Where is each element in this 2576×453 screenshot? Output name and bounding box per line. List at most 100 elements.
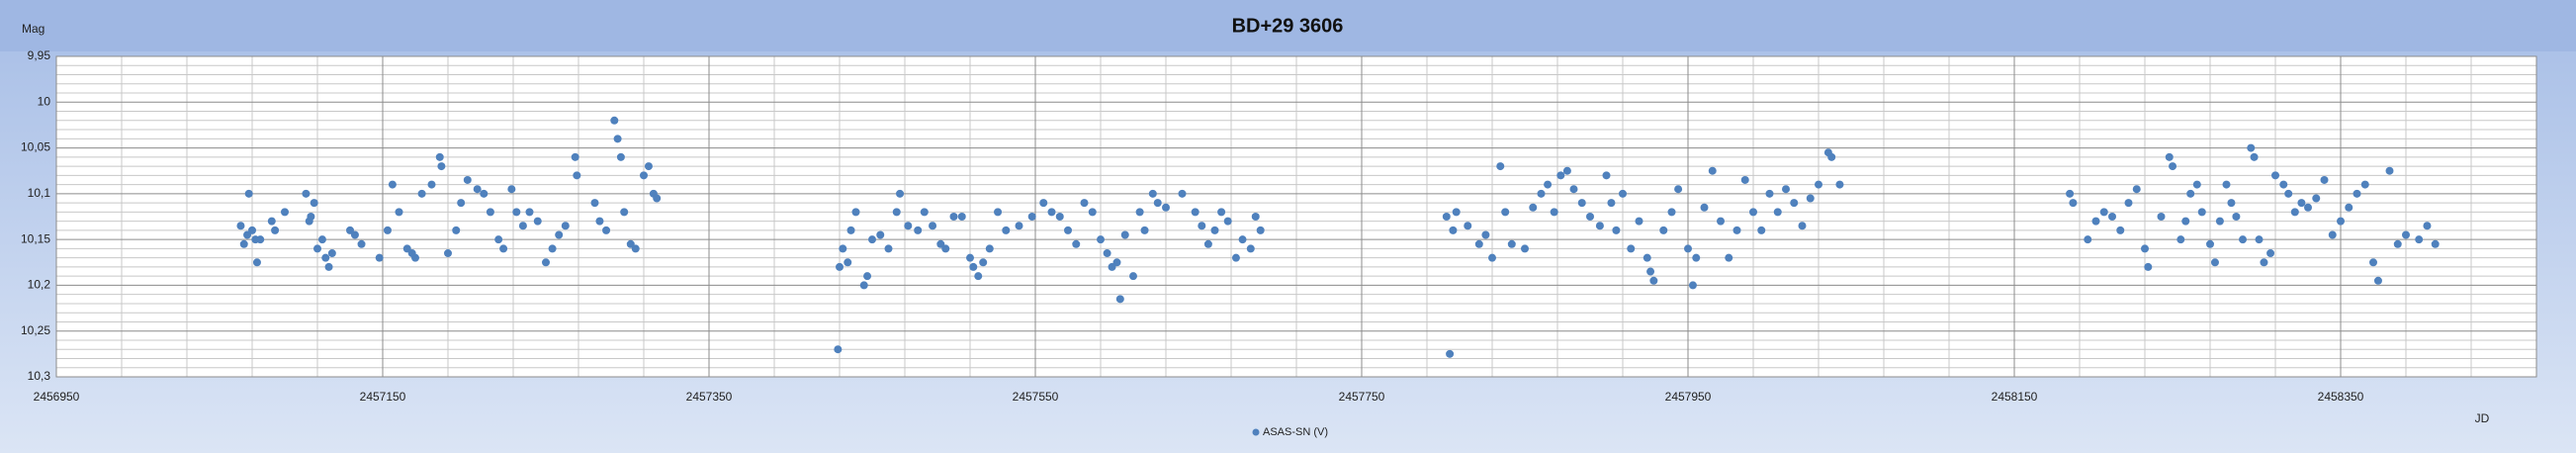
data-point: [1635, 217, 1643, 226]
data-point: [1692, 253, 1701, 262]
y-tick-label: 10,3: [28, 369, 51, 383]
x-tick-label: 2457550: [1013, 390, 1059, 404]
y-tick-label: 10,25: [21, 323, 50, 337]
y-tick-label: 9,95: [28, 48, 51, 62]
data-point: [248, 226, 256, 234]
legend-label: ASAS-SN (V): [1263, 426, 1328, 438]
data-point: [1674, 185, 1683, 194]
data-point: [1667, 208, 1676, 217]
data-point: [2266, 249, 2275, 258]
data-point: [2250, 152, 2259, 161]
data-point: [1659, 226, 1668, 234]
data-point: [1135, 208, 1144, 217]
data-point: [2108, 213, 2116, 221]
data-point: [631, 244, 640, 253]
data-point: [1732, 226, 1741, 234]
data-point: [2192, 180, 2201, 189]
data-point: [2423, 222, 2432, 230]
data-point: [1790, 199, 1799, 208]
data-point: [2091, 217, 2100, 226]
data-point: [1646, 267, 1655, 276]
data-point: [2345, 203, 2354, 212]
data-point: [1765, 189, 1774, 198]
data-point: [350, 230, 359, 239]
data-point: [904, 222, 913, 230]
data-point: [281, 208, 289, 217]
data-point: [435, 152, 444, 161]
data-point: [929, 222, 937, 230]
data-point: [1627, 244, 1636, 253]
data-point: [966, 253, 974, 262]
data-point: [884, 244, 893, 253]
data-point: [321, 253, 330, 262]
data-point: [1607, 199, 1616, 208]
data-point: [1452, 208, 1461, 217]
data-point: [1782, 185, 1790, 194]
data-point: [1442, 213, 1451, 221]
data-point: [1178, 189, 1187, 198]
data-point: [2247, 143, 2256, 152]
data-point: [1162, 203, 1170, 212]
data-point: [1773, 208, 1782, 217]
data-point: [395, 208, 403, 217]
data-point: [2260, 258, 2268, 267]
data-point: [1501, 208, 1510, 217]
data-point: [2227, 199, 2236, 208]
data-point: [844, 258, 852, 267]
data-point: [480, 189, 489, 198]
data-point: [2197, 208, 2206, 217]
data-point: [1537, 189, 1546, 198]
data-point: [324, 262, 333, 271]
data-point: [2239, 235, 2247, 244]
data-point: [914, 226, 923, 234]
y-tick-label: 10,05: [21, 140, 50, 154]
data-point: [437, 162, 446, 171]
data-point: [602, 226, 611, 234]
data-point: [2165, 152, 2174, 161]
data-point: [1251, 213, 1260, 221]
data-point: [1198, 222, 1206, 230]
data-point: [2206, 239, 2214, 248]
data-point: [920, 208, 929, 217]
data-point: [876, 230, 885, 239]
data-point: [2232, 213, 2241, 221]
data-point: [267, 217, 276, 226]
data-point: [613, 135, 622, 143]
data-point: [2402, 230, 2410, 239]
data-point: [2066, 189, 2075, 198]
x-axis-label: JD: [2475, 411, 2490, 425]
data-point: [2360, 180, 2369, 189]
data-point: [2297, 199, 2306, 208]
data-point: [1649, 276, 1658, 285]
data-point: [457, 199, 466, 208]
data-point: [2337, 217, 2345, 226]
data-point: [839, 244, 847, 253]
data-point: [1115, 295, 1124, 304]
data-point: [2328, 230, 2337, 239]
data-point: [2176, 235, 2185, 244]
data-point: [1595, 222, 1604, 230]
data-point: [1688, 281, 1697, 290]
data-point: [1140, 226, 1149, 234]
x-tick-label: 2457150: [360, 390, 406, 404]
data-point: [1684, 244, 1692, 253]
data-point: [941, 244, 950, 253]
data-point: [834, 345, 843, 354]
data-point: [1550, 208, 1558, 217]
x-tick-label: 2457950: [1665, 390, 1712, 404]
data-point: [1153, 199, 1162, 208]
data-point: [256, 235, 265, 244]
data-point: [357, 239, 366, 248]
data-point: [1827, 152, 1836, 161]
data-point: [640, 171, 648, 180]
data-point: [1449, 226, 1458, 234]
data-point: [1602, 171, 1611, 180]
data-point: [1612, 226, 1621, 234]
data-point: [2215, 217, 2224, 226]
data-point: [313, 244, 321, 253]
data-point: [1446, 349, 1455, 358]
data-point: [452, 226, 461, 234]
data-point: [518, 222, 527, 230]
chart-title: BD+29 3606: [1232, 15, 1344, 37]
data-point: [2320, 175, 2329, 184]
